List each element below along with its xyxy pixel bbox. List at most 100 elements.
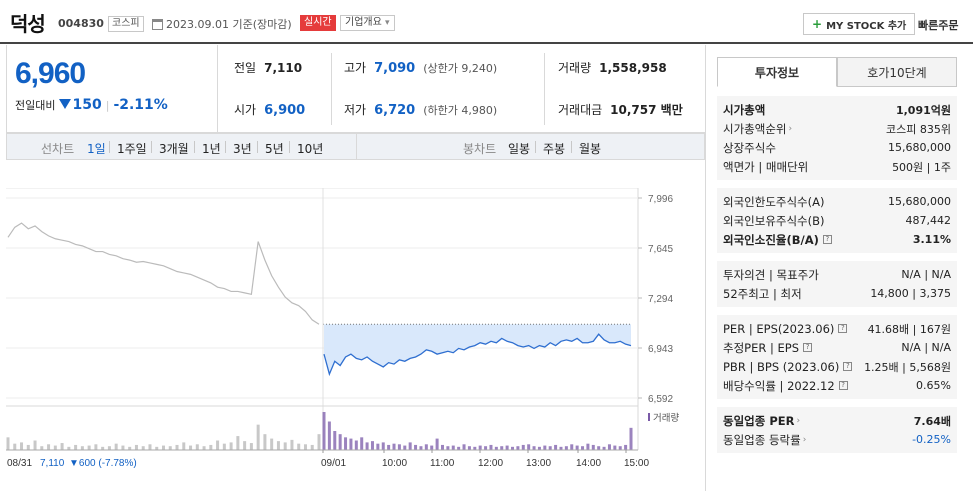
sector-rate-label: 동일업종 등락률 [723, 432, 801, 447]
candle-weekly[interactable]: 주봉 [543, 142, 566, 156]
period-1y[interactable]: 1년 [202, 142, 221, 156]
volume-stat: 거래량 1,558,958 [558, 59, 667, 76]
lower-limit: (하한가 4,980) [423, 104, 498, 117]
calendar-icon [152, 18, 163, 30]
stats-divider [331, 53, 332, 125]
per-row: PER | EPS(2023.06)? 41.68배 | 167원 [723, 319, 951, 338]
volume-value: 1,558,958 [599, 61, 667, 75]
help-icon[interactable]: ? [843, 362, 853, 371]
period-sep [289, 141, 290, 153]
chart-svg: 7,996 7,645 7,294 6,943 6,592 거래량 09/01 10:00 11… [6, 188, 679, 469]
volume-bar [511, 446, 515, 450]
sector-rate-row[interactable]: 동일업종 등락률 › -0.25% [723, 430, 951, 449]
quick-order-link[interactable]: 빠른주문 [918, 19, 959, 32]
volume-bar [141, 446, 145, 450]
chart-period-bar: 선차트 1일 1주일 3개월 1년 3년 5년 10년 봉차트 일봉 주봉 월봉 [6, 133, 705, 160]
open-value: 6,900 [264, 103, 306, 118]
price-chart[interactable]: 7,996 7,645 7,294 6,943 6,592 거래량 09/01 10:00 11… [6, 188, 679, 472]
volume-bar [80, 446, 84, 450]
market-cap-row: 시가총액 1,091억원 [723, 100, 951, 119]
sector-per-row[interactable]: 동일업종 PER › 7.64배 [723, 411, 951, 430]
volume-bar [602, 446, 606, 450]
prev-close-label: 전일 [234, 61, 257, 75]
prev-day-price-line [7, 222, 320, 325]
period-5y[interactable]: 5년 [265, 142, 284, 156]
period-3m[interactable]: 3개월 [159, 142, 189, 156]
period-group-divider [356, 134, 357, 159]
info-section-valuation: PER | EPS(2023.06)? 41.68배 | 167원 추정PER … [717, 315, 957, 399]
chevron-down-icon: ▾ [385, 18, 390, 28]
week52-row: 52주최고 | 최저 14,800 | 3,375 [723, 284, 951, 303]
candle-chart-label: 봉차트 [463, 142, 497, 156]
market-cap-value: 1,091억원 [895, 103, 951, 117]
market-badge: 코스피 [108, 16, 144, 32]
help-icon[interactable]: ? [838, 381, 848, 390]
volume-bar [222, 443, 226, 450]
volume-bar [543, 445, 547, 450]
prev-day-date-label: 08/31 [7, 458, 32, 469]
my-stock-add-button[interactable]: + MY STOCK 추가 [803, 13, 916, 35]
help-icon[interactable]: ? [822, 235, 832, 244]
volume-bar [216, 440, 220, 450]
sector-per-label: 동일업종 PER [723, 413, 795, 428]
foreign-ratio-row: 외국인소진율(B/A)? 3.11% [723, 230, 951, 249]
volume-bar [624, 444, 628, 450]
candle-monthly[interactable]: 월봉 [579, 142, 602, 156]
y-tick-label: 6,592 [648, 394, 673, 405]
plus-icon: + [812, 17, 823, 31]
volume-bar [516, 446, 520, 450]
per-value: 41.68배 | 167원 [867, 322, 951, 336]
help-icon[interactable]: ? [838, 324, 848, 333]
high-value: 7,090 [374, 61, 416, 76]
volume-bar [597, 446, 601, 450]
tab-orderbook[interactable]: 호가10단계 [837, 57, 957, 87]
prev-close-value: 7,110 [264, 61, 303, 75]
candle-daily[interactable]: 일봉 [508, 142, 531, 156]
volume-bar [607, 444, 611, 450]
current-price: 6,960 [15, 57, 86, 90]
help-icon[interactable]: ? [803, 343, 813, 352]
period-sep [109, 141, 110, 153]
volume-bar [554, 444, 558, 450]
period-1w[interactable]: 1주일 [117, 142, 147, 156]
est-per-value: N/A | N/A [901, 341, 951, 354]
volume-bar [134, 444, 138, 450]
change-value-wrap: 150 [59, 97, 102, 113]
opinion-value: N/A | N/A [901, 268, 951, 281]
volume-legend-swatch [648, 413, 650, 421]
realtime-badge[interactable]: 실시간 [300, 15, 336, 31]
volume-bar [148, 444, 152, 450]
per-label: PER | EPS(2023.06) [723, 321, 835, 336]
volume-bar [26, 444, 30, 450]
change-label: 전일대비 [15, 99, 56, 112]
tab-investment-info[interactable]: 투자정보 [717, 57, 837, 87]
period-3y[interactable]: 3년 [233, 142, 252, 156]
change-percent: -2.11% [113, 97, 168, 113]
cap-rank-row[interactable]: 시가총액순위 › 코스피 835위 [723, 119, 951, 138]
volume-bar [414, 444, 418, 450]
volume-bar [629, 427, 633, 450]
low-label: 저가 [344, 103, 367, 117]
volume-bar [40, 446, 44, 450]
chevron-right-icon: › [796, 415, 801, 426]
volume-bar [20, 442, 24, 450]
volume-bar [236, 436, 240, 450]
down-triangle-icon [59, 99, 72, 109]
par-label: 액면가 | 매매단위 [723, 159, 809, 174]
foreign-ratio-value: 3.11% [912, 233, 951, 246]
company-info-dropdown[interactable]: 기업개요 ▾ [340, 15, 395, 31]
volume-bar [162, 445, 165, 450]
amount-value: 10,757 백만 [610, 103, 683, 117]
period-10y[interactable]: 10년 [297, 142, 324, 156]
volume-bar [365, 442, 369, 450]
amount-stat: 거래대금 10,757 백만 [558, 101, 683, 118]
volume-bar [521, 444, 525, 450]
volume-bar [591, 444, 595, 450]
dividend-row: 배당수익률 | 2022.12? 0.65% [723, 376, 951, 395]
line-chart-label: 선차트 [41, 142, 75, 156]
volume-bar [13, 443, 17, 450]
volume-bar [370, 441, 374, 450]
y-tick-label: 7,645 [648, 244, 673, 255]
company-info-label: 기업개요 [345, 17, 382, 28]
period-1d[interactable]: 1일 [87, 142, 106, 156]
